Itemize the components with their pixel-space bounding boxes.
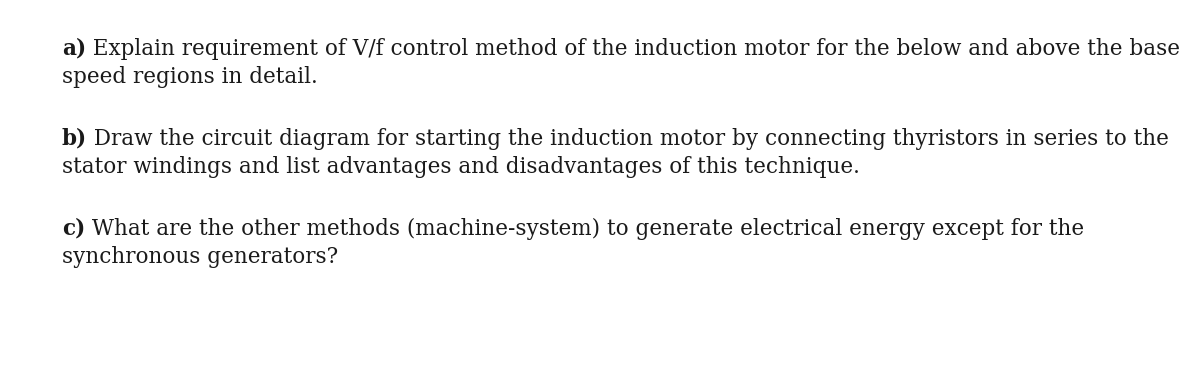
Text: b): b) (62, 128, 88, 150)
Text: stator windings and list advantages and disadvantages of this technique.: stator windings and list advantages and … (62, 156, 860, 178)
Text: a): a) (62, 38, 86, 60)
Text: speed regions in detail.: speed regions in detail. (62, 66, 318, 88)
Text: synchronous generators?: synchronous generators? (62, 246, 338, 268)
Text: What are the other methods (machine-system) to generate electrical energy except: What are the other methods (machine-syst… (85, 218, 1085, 240)
Text: c): c) (62, 218, 85, 240)
Text: Draw the circuit diagram for starting the induction motor by connecting thyristo: Draw the circuit diagram for starting th… (88, 128, 1169, 150)
Text: Explain requirement of V/f control method of the induction motor for the below a: Explain requirement of V/f control metho… (86, 38, 1180, 60)
